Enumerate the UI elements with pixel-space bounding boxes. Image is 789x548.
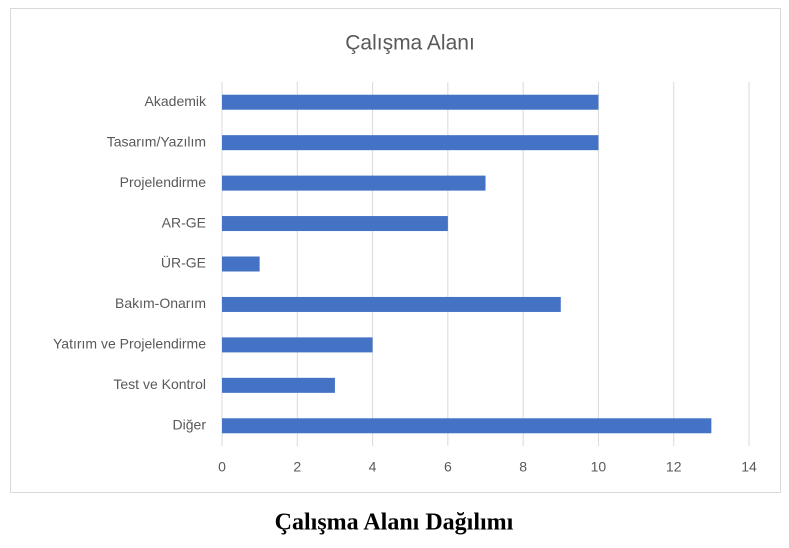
x-tick-label: 10 [591,459,607,475]
y-tick-label: Tasarım/Yazılım [107,133,206,149]
chart-title: Çalışma Alanı [345,32,475,55]
y-tick-label: Test ve Kontrol [113,376,206,392]
bar [222,216,448,232]
x-tick-label: 6 [444,459,452,475]
y-tick-label: AR-GE [162,214,206,230]
x-tick-label: 2 [293,459,301,475]
y-tick-label: Akademik [145,93,207,109]
y-tick-label: ÜR-GE [161,254,206,271]
bar [222,256,260,272]
y-tick-label: Diğer [173,416,207,432]
caption: Çalışma Alanı Dağılımı [275,510,514,536]
bar [222,94,599,110]
x-tick-label: 8 [519,459,527,475]
bar [222,418,712,434]
x-tick-label: 0 [218,459,226,475]
bar [222,296,561,312]
y-tick-label: Bakım-Onarım [115,295,206,311]
x-tick-label: 14 [741,459,757,475]
x-tick-label: 12 [666,459,682,475]
bar [222,337,373,353]
x-tick-label: 4 [369,459,377,475]
chart-frame [10,8,781,493]
y-tick-label: Projelendirme [120,174,207,190]
bar [222,175,486,191]
y-tick-label: Yatırım ve Projelendirme [53,336,206,352]
bar [222,135,599,151]
bar [222,377,335,393]
